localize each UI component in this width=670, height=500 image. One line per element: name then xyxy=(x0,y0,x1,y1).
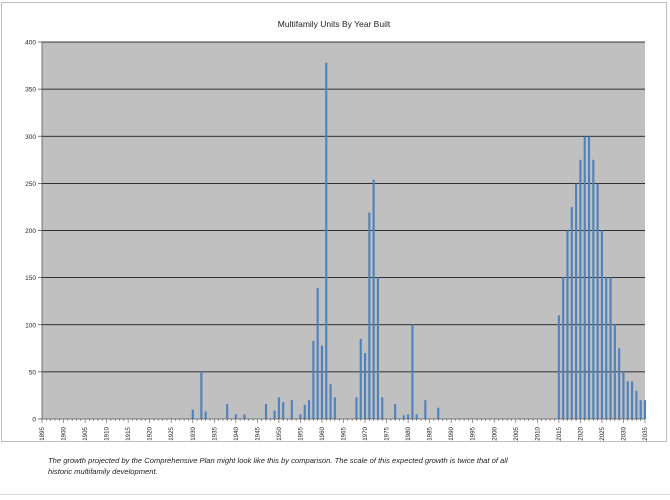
bar xyxy=(234,414,237,419)
bar xyxy=(626,381,629,419)
x-tick-label: 1980 xyxy=(405,426,412,440)
x-tick-label: 1975 xyxy=(384,426,391,440)
bar xyxy=(639,400,642,419)
bar xyxy=(583,136,586,419)
x-tick-label: 2035 xyxy=(642,426,649,440)
bar xyxy=(200,371,203,419)
bar xyxy=(316,287,319,419)
x-tick-label: 2020 xyxy=(577,426,584,440)
bar xyxy=(579,159,582,419)
bar-chart: 0 50 100 150 200 250 300 350 400 1895 1900 1905 1910… xyxy=(25,19,649,441)
bar xyxy=(643,400,647,419)
bar xyxy=(303,404,306,419)
x-tick-label: 1960 xyxy=(319,426,326,440)
bar xyxy=(355,397,358,419)
bar xyxy=(372,179,375,419)
x-tick-label: 1995 xyxy=(470,426,477,440)
bar xyxy=(437,407,440,419)
x-tick-label: 1950 xyxy=(276,426,283,440)
bar xyxy=(325,62,328,420)
x-tick-label: 1895 xyxy=(39,426,46,440)
bar xyxy=(609,277,612,419)
chart-title: Multifamily Units By Year Built xyxy=(278,19,391,29)
x-tick-label: 1900 xyxy=(61,426,68,440)
y-tick-label: 400 xyxy=(25,40,36,47)
bar xyxy=(226,403,229,419)
bar xyxy=(402,415,405,419)
divider xyxy=(0,494,670,495)
bar xyxy=(204,411,207,419)
x-tick-label: 2030 xyxy=(620,426,627,440)
x-tick-label: 2005 xyxy=(513,426,520,440)
x-tick-label: 1945 xyxy=(254,426,261,440)
x-tick-label: 1985 xyxy=(427,426,434,440)
x-tick-label: 1925 xyxy=(168,426,175,440)
bar xyxy=(424,400,427,419)
bar xyxy=(411,324,414,419)
bar xyxy=(368,212,371,419)
x-tick-label: 2015 xyxy=(556,426,563,440)
x-tick-label: 1905 xyxy=(82,426,89,440)
x-tick-label: 1915 xyxy=(125,426,132,440)
y-tick-label: 100 xyxy=(25,322,36,329)
bar xyxy=(575,183,578,419)
bar xyxy=(243,414,246,419)
bar xyxy=(600,230,603,419)
bar xyxy=(277,397,280,419)
bar xyxy=(282,402,285,419)
bar xyxy=(557,315,560,419)
chart-caption: The growth projected by the Comprehensiv… xyxy=(48,456,508,476)
y-tick-label: 200 xyxy=(25,228,36,235)
bar xyxy=(320,345,324,419)
y-tick-label: 300 xyxy=(25,134,36,141)
bar xyxy=(299,414,302,419)
bar xyxy=(618,348,621,419)
bar xyxy=(596,183,599,419)
bar xyxy=(264,403,268,419)
y-tick-label: 150 xyxy=(25,275,36,282)
y-tick-label: 0 xyxy=(32,417,36,424)
x-tick-label: 1955 xyxy=(297,426,304,440)
bar xyxy=(273,410,276,419)
bar xyxy=(312,340,315,419)
bar xyxy=(415,414,418,419)
bar xyxy=(631,381,634,419)
bar xyxy=(333,397,336,419)
x-tick-label: 1970 xyxy=(362,426,369,440)
x-tick-label: 1910 xyxy=(104,426,111,440)
bar xyxy=(587,136,591,419)
bar xyxy=(394,403,397,419)
chart-frame: 0 50 100 150 200 250 300 350 400 1895 1900 1905 1910… xyxy=(1,2,667,442)
bar xyxy=(635,390,638,419)
x-tick-label: 1930 xyxy=(190,426,197,440)
bar xyxy=(592,159,595,419)
bar xyxy=(566,230,569,419)
bar xyxy=(562,277,565,419)
y-tick-label: 250 xyxy=(25,181,36,188)
x-tick-label: 2025 xyxy=(599,426,606,440)
x-tick-label: 1935 xyxy=(211,426,218,440)
bar xyxy=(381,397,384,419)
x-tick-label: 1940 xyxy=(233,426,240,440)
y-tick-label: 50 xyxy=(29,369,37,376)
bar xyxy=(622,371,625,419)
bar xyxy=(363,353,367,419)
x-tick-label: 1990 xyxy=(448,426,455,440)
x-tick-label: 1965 xyxy=(341,426,348,440)
bar xyxy=(376,277,380,419)
bar xyxy=(307,400,311,419)
bar xyxy=(290,400,293,419)
x-tick-label: 2010 xyxy=(534,426,541,440)
bar xyxy=(191,409,194,419)
x-tick-label: 2000 xyxy=(491,426,498,440)
bar xyxy=(570,206,573,419)
bar xyxy=(605,277,608,419)
bar xyxy=(359,338,362,419)
bar xyxy=(613,324,616,419)
bar xyxy=(407,414,410,419)
x-tick-label: 1920 xyxy=(147,426,154,440)
y-tick-label: 350 xyxy=(25,87,36,94)
bar xyxy=(329,384,332,419)
